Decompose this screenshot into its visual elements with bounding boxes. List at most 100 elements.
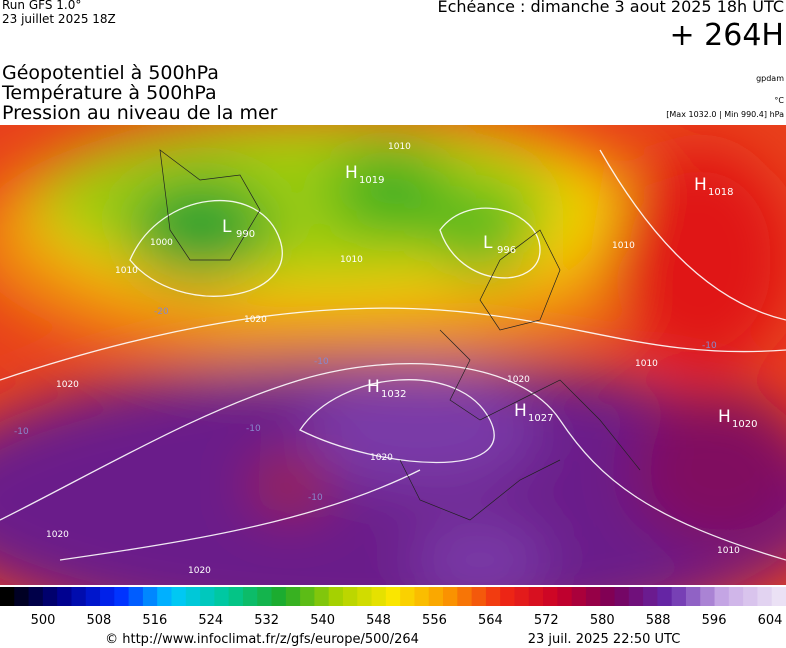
isobar-label: 1010 bbox=[388, 142, 411, 152]
colorbar-cell bbox=[228, 587, 244, 606]
colorbar-label: 548 bbox=[366, 613, 391, 628]
colorbar-cell bbox=[543, 587, 558, 606]
colorbar-label: 532 bbox=[254, 613, 279, 628]
colorbar-cell bbox=[342, 587, 358, 606]
colorbar-cell bbox=[500, 587, 515, 606]
colorbar-cell bbox=[314, 587, 330, 606]
temperature-label: -10 bbox=[308, 493, 323, 503]
colorbar-cell bbox=[257, 587, 273, 606]
colorbar-label: 500 bbox=[31, 613, 56, 628]
temperature-label: -10 bbox=[702, 341, 717, 351]
centre-letter: L bbox=[483, 233, 493, 253]
colorbar-label: 588 bbox=[646, 613, 671, 628]
colorbar-cell bbox=[42, 587, 58, 606]
colorbar-cell bbox=[328, 587, 344, 606]
centre-letter: L bbox=[222, 217, 232, 237]
unit: [Max 1032.0 | Min 990.4] hPa bbox=[666, 110, 784, 119]
colorbar-cell bbox=[185, 587, 201, 606]
colorbar-cell bbox=[71, 587, 87, 606]
layer: Pression au niveau de la mer bbox=[2, 102, 278, 124]
layer: Température à 500hPa bbox=[2, 82, 217, 104]
isobar-label: 1020 bbox=[370, 453, 393, 463]
colorbar-cell bbox=[242, 587, 258, 606]
colorbar-cell bbox=[700, 587, 716, 606]
colorbar-label: 524 bbox=[198, 613, 223, 628]
colorbar-cell bbox=[85, 587, 101, 606]
colorbar-cell bbox=[771, 587, 786, 606]
isobar-label: 1020 bbox=[56, 380, 79, 390]
colorbar-cell bbox=[100, 587, 115, 606]
colorbar-cell bbox=[214, 587, 230, 606]
colorbar-cell bbox=[271, 587, 287, 606]
colorbar-cell bbox=[471, 587, 487, 606]
colorbar-cell bbox=[657, 587, 673, 606]
colorbar-cell bbox=[371, 587, 387, 606]
colorbar-cell bbox=[200, 587, 215, 606]
colorbar-cell bbox=[0, 587, 15, 606]
unit: °C bbox=[774, 96, 784, 105]
colorbar-cell bbox=[485, 587, 501, 606]
isobar-label: 1010 bbox=[340, 255, 363, 265]
colorbar-label: 508 bbox=[87, 613, 112, 628]
colorbar-label: 596 bbox=[702, 613, 727, 628]
colorbar-cell bbox=[300, 587, 315, 606]
colorbar-cell bbox=[643, 587, 658, 606]
centre-value: 996 bbox=[497, 245, 516, 256]
centre-value: 990 bbox=[236, 229, 255, 240]
colorbar-cell bbox=[157, 587, 172, 606]
unit: gpdam bbox=[756, 74, 784, 83]
colorbar-cell bbox=[400, 587, 415, 606]
colorbar-label: 564 bbox=[478, 613, 503, 628]
colorbar-label: 556 bbox=[422, 613, 447, 628]
colorbar-cell bbox=[585, 587, 601, 606]
temperature-label: -10 bbox=[14, 427, 29, 437]
colorbar-cell bbox=[757, 587, 773, 606]
colorbar-cell bbox=[728, 587, 744, 606]
footer-time: 23 juil. 2025 22:50 UTC bbox=[528, 632, 681, 647]
colorbar-cell bbox=[528, 587, 544, 606]
colorbar-label: 540 bbox=[310, 613, 335, 628]
isobar-label: 1010 bbox=[115, 266, 138, 276]
centre-value: 1018 bbox=[708, 187, 733, 198]
colorbar-cell bbox=[28, 587, 44, 606]
centre-letter: H bbox=[514, 401, 527, 421]
colorbar-cell bbox=[614, 587, 630, 606]
colorbar-cell bbox=[743, 587, 758, 606]
colorbar-cell bbox=[414, 587, 430, 606]
temperature-label: -20 bbox=[154, 307, 169, 317]
colorbar-cell bbox=[685, 587, 701, 606]
isobar-label: 1020 bbox=[507, 375, 530, 385]
isobar-label: 1010 bbox=[635, 359, 658, 369]
centre-value: 1019 bbox=[359, 175, 384, 186]
colorbar-cell bbox=[571, 587, 587, 606]
colorbar-label: 604 bbox=[758, 613, 783, 628]
colorbar-cell bbox=[357, 587, 373, 606]
colorbar-cell bbox=[385, 587, 401, 606]
temperature-label: -10 bbox=[246, 424, 261, 434]
centre-value: 1020 bbox=[732, 419, 757, 430]
colorbar-cell bbox=[671, 587, 687, 606]
footer-url: © http://www.infoclimat.fr/z/gfs/europe/… bbox=[105, 632, 419, 647]
colorbar-label: 516 bbox=[142, 613, 167, 628]
colorbar-label: 572 bbox=[534, 613, 559, 628]
colorbar-cell bbox=[285, 587, 301, 606]
colorbar-cell bbox=[14, 587, 30, 606]
colorbar-cell bbox=[514, 587, 530, 606]
colorbar-cell bbox=[57, 587, 72, 606]
centre-letter: H bbox=[345, 163, 358, 183]
colorbar-cell bbox=[714, 587, 730, 606]
colorbar-cell bbox=[457, 587, 473, 606]
colorbar-cell bbox=[557, 587, 573, 606]
centre-value: 1032 bbox=[381, 389, 406, 400]
colorbar-cell bbox=[142, 587, 158, 606]
colorbar-cell bbox=[628, 587, 644, 606]
field bbox=[0, 125, 786, 585]
centre-letter: H bbox=[367, 377, 380, 397]
echeance: Echéance : dimanche 3 aout 2025 18h UTC bbox=[437, 0, 784, 16]
isobar-label: 1010 bbox=[612, 241, 635, 251]
run: Run GFS 1.0° bbox=[2, 0, 82, 12]
colorbar-cell bbox=[171, 587, 187, 606]
isobar-label: 1020 bbox=[46, 530, 69, 540]
